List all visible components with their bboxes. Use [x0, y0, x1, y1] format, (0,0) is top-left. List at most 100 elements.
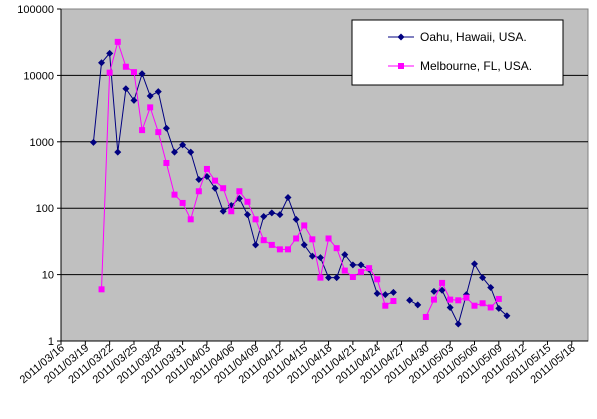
data-point: [406, 296, 414, 304]
data-point: [138, 70, 146, 78]
data-point: [179, 199, 186, 206]
data-point: [244, 198, 251, 205]
series-group: [89, 38, 511, 328]
data-point: [195, 176, 203, 184]
data-point: [333, 274, 341, 282]
data-point: [268, 209, 276, 217]
legend-box: [351, 19, 564, 86]
data-point: [154, 88, 162, 96]
data-point: [163, 159, 170, 166]
data-point: [373, 289, 381, 297]
data-point: [422, 313, 429, 320]
data-point: [130, 96, 138, 104]
data-point: [220, 185, 227, 192]
data-point: [430, 296, 437, 303]
x-axis: 2011/03/162011/03/192011/03/222011/03/25…: [18, 340, 588, 386]
data-point: [341, 251, 349, 259]
data-point: [349, 261, 357, 269]
data-point: [187, 148, 195, 156]
series-line: [92, 52, 394, 296]
data-point: [430, 287, 438, 295]
series-2: [98, 38, 502, 320]
data-point: [139, 127, 146, 134]
data-point: [293, 235, 300, 242]
legend: Oahu, Hawaii, USA. Melbourne, FL, USA.: [351, 19, 564, 86]
series-line: [425, 281, 500, 318]
data-point: [487, 283, 495, 291]
legend-marker: [398, 63, 404, 69]
legend-marker: [397, 33, 405, 41]
data-point: [122, 85, 130, 93]
data-point: [171, 148, 179, 156]
data-point: [195, 188, 202, 195]
data-point: [438, 286, 446, 294]
data-point: [212, 177, 219, 184]
y-tick-label: 10000: [23, 70, 54, 82]
data-point: [146, 92, 154, 100]
data-point: [98, 59, 106, 67]
data-point: [455, 297, 462, 304]
legend-item-2: Melbourne, FL, USA.: [388, 59, 532, 73]
data-point: [284, 193, 292, 201]
data-point: [316, 254, 324, 262]
data-point: [495, 295, 502, 302]
y-tick-label: 100: [36, 203, 54, 215]
data-point: [236, 188, 243, 195]
data-point: [463, 294, 470, 301]
data-point: [300, 241, 308, 249]
y-tick-label: 1000: [30, 137, 54, 149]
data-point: [285, 246, 292, 253]
gridlines: [61, 74, 588, 276]
data-point: [203, 165, 210, 172]
data-point: [114, 148, 122, 156]
data-point: [454, 320, 462, 328]
y-tick-label: 1: [48, 336, 54, 348]
data-point: [447, 296, 454, 303]
data-point: [357, 268, 364, 275]
data-point: [276, 246, 283, 253]
data-point: [495, 304, 503, 312]
data-point: [171, 191, 178, 198]
data-point: [503, 312, 511, 320]
data-point: [301, 222, 308, 229]
data-point: [366, 265, 373, 272]
data-point: [260, 237, 267, 244]
data-point: [106, 49, 114, 57]
data-point: [162, 124, 170, 132]
data-point: [114, 38, 121, 45]
data-point: [470, 260, 478, 268]
legend-items: Oahu, Hawaii, USA. Melbourne, FL, USA.: [388, 30, 532, 73]
data-point: [479, 274, 487, 282]
data-point: [260, 212, 268, 220]
data-point: [389, 288, 397, 296]
data-point: [487, 304, 494, 311]
data-point: [243, 211, 251, 219]
data-point: [98, 286, 105, 293]
y-tick-label: 10: [42, 270, 54, 282]
series-1: [89, 49, 511, 328]
data-point: [414, 301, 422, 309]
data-point: [381, 291, 389, 299]
data-point: [252, 241, 260, 249]
data-point: [309, 236, 316, 243]
data-point: [471, 302, 478, 309]
data-point: [292, 215, 300, 223]
data-point: [446, 303, 454, 311]
data-point: [308, 252, 316, 260]
data-point: [325, 274, 333, 282]
data-point: [179, 141, 187, 149]
data-point: [147, 104, 154, 111]
data-point: [219, 207, 227, 215]
data-point: [333, 245, 340, 252]
data-point: [155, 129, 162, 136]
data-point: [374, 276, 381, 283]
data-point: [130, 69, 137, 76]
data-point: [317, 274, 324, 281]
data-point: [325, 235, 332, 242]
data-point: [252, 216, 259, 223]
data-point: [341, 267, 348, 274]
legend-item-1: Oahu, Hawaii, USA.: [388, 30, 527, 44]
data-point: [382, 302, 389, 309]
legend-label: Melbourne, FL, USA.: [420, 59, 532, 73]
